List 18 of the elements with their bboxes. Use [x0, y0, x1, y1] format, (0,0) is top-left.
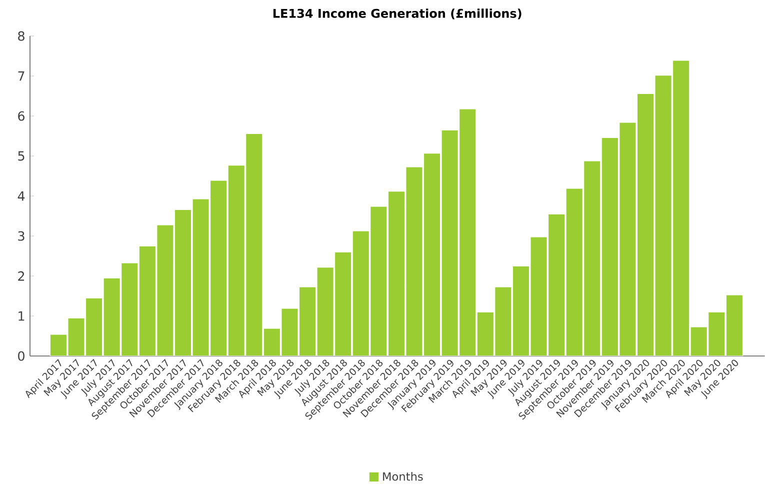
y-tick-label: 4 [18, 191, 25, 201]
y-tick-label: 2 [18, 271, 24, 281]
bar [636, 93, 654, 356]
y-tick-label: 1 [18, 311, 24, 321]
chart-title: LE134 Income Generation (£millions) [273, 8, 522, 20]
y-tick-label: 8 [18, 31, 24, 41]
y-tick-label: 6 [18, 111, 24, 121]
bar [50, 334, 68, 356]
legend-label: Months [383, 472, 423, 481]
bar [512, 266, 530, 356]
y-tick-label: 5 [18, 151, 24, 161]
bar [726, 294, 744, 356]
bar [174, 209, 192, 356]
y-tick-label: 7 [18, 71, 24, 81]
bar [423, 152, 441, 356]
bar [298, 286, 316, 356]
y-tick-label: 0 [18, 351, 24, 361]
y-tick-label: 3 [18, 231, 24, 241]
